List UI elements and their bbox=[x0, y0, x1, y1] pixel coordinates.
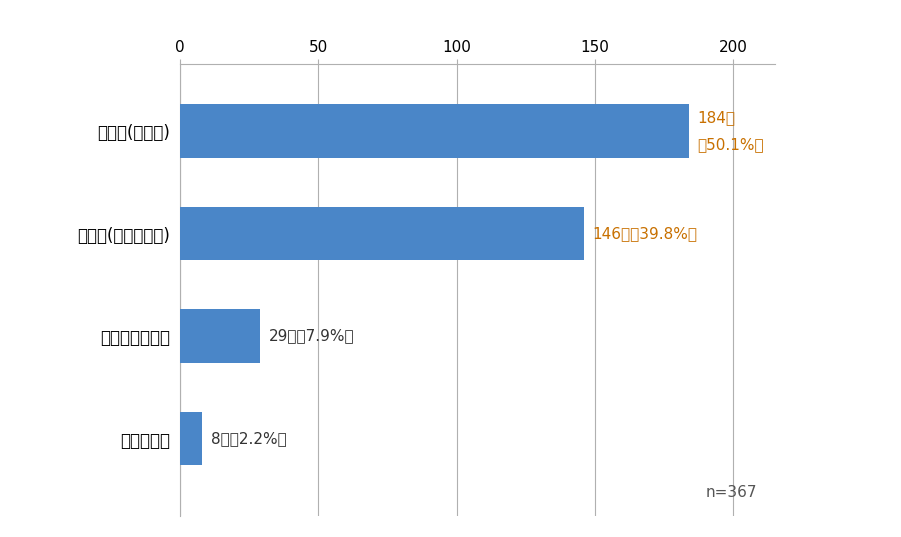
Text: 184人: 184人 bbox=[697, 110, 735, 125]
Bar bbox=[180, 207, 584, 260]
Text: 146人（39.8%）: 146人（39.8%） bbox=[592, 226, 697, 241]
Bar bbox=[180, 309, 260, 363]
Text: （50.1%）: （50.1%） bbox=[697, 137, 764, 152]
Text: 29人（7.9%）: 29人（7.9%） bbox=[268, 329, 354, 344]
Bar bbox=[180, 104, 689, 158]
Text: n=367: n=367 bbox=[705, 485, 757, 500]
Text: 8人（2.2%）: 8人（2.2%） bbox=[211, 431, 287, 446]
Bar bbox=[180, 412, 203, 465]
